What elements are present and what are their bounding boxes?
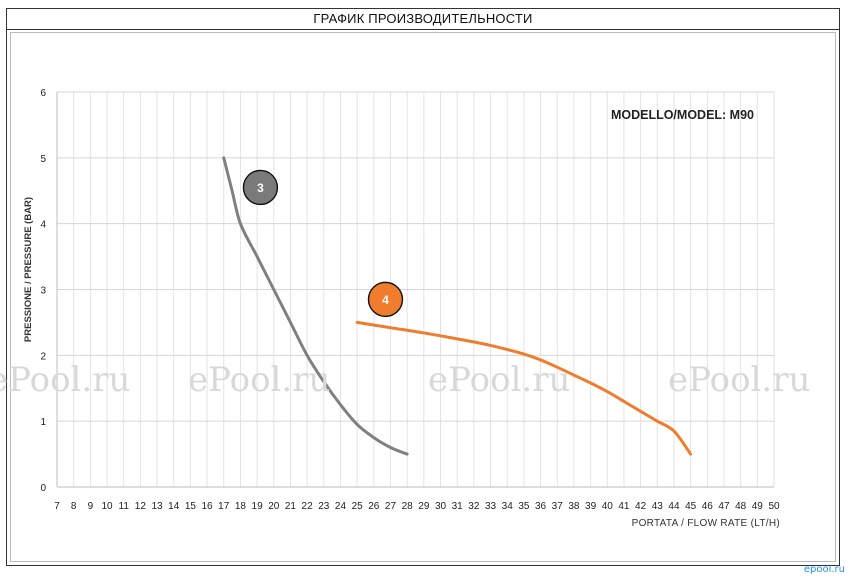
x-tick-label: 48 <box>735 501 747 512</box>
x-tick-label: 34 <box>502 501 514 512</box>
x-tick-label: 40 <box>602 501 614 512</box>
x-tick-label: 44 <box>668 501 680 512</box>
y-tick-label: 6 <box>40 88 46 99</box>
x-tick-label: 13 <box>151 501 163 512</box>
x-tick-label: 21 <box>285 501 297 512</box>
x-tick-label: 41 <box>618 501 630 512</box>
x-tick-label: 39 <box>585 501 597 512</box>
x-tick-label: 26 <box>368 501 380 512</box>
x-tick-label: 17 <box>218 501 230 512</box>
x-tick-label: 46 <box>702 501 714 512</box>
x-tick-label: 23 <box>318 501 330 512</box>
x-tick-label: 37 <box>552 501 564 512</box>
x-tick-label: 16 <box>202 501 214 512</box>
x-tick-label: 25 <box>352 501 364 512</box>
x-axis-label: PORTATA / FLOW RATE (LT/H) <box>632 518 780 529</box>
x-tick-label: 29 <box>418 501 430 512</box>
x-tick-label: 49 <box>752 501 764 512</box>
x-tick-label: 8 <box>71 501 77 512</box>
chart-frame <box>6 8 840 566</box>
x-tick-label: 18 <box>235 501 247 512</box>
x-tick-label: 7 <box>54 501 60 512</box>
x-tick-label: 24 <box>335 501 347 512</box>
x-tick-label: 33 <box>485 501 497 512</box>
x-tick-label: 30 <box>435 501 447 512</box>
x-tick-label: 42 <box>635 501 647 512</box>
model-label: MODELLO/MODEL: M90 <box>611 108 754 122</box>
x-tick-label: 45 <box>685 501 697 512</box>
y-tick-label: 0 <box>40 483 46 494</box>
series-badge-3 <box>242 169 279 206</box>
x-tick-label: 32 <box>468 501 480 512</box>
x-tick-label: 12 <box>135 501 147 512</box>
x-tick-label: 31 <box>452 501 464 512</box>
y-axis-label: PRESSIONE / PRESSURE (BAR) <box>23 197 34 342</box>
x-tick-label: 28 <box>402 501 414 512</box>
y-tick-label: 1 <box>40 417 46 428</box>
chart-inner-frame <box>10 32 836 562</box>
watermark-3: ePool.ru <box>428 360 571 400</box>
watermark-1: ePool.ru <box>0 360 131 400</box>
x-tick-label: 38 <box>568 501 580 512</box>
x-tick-label: 20 <box>268 501 280 512</box>
y-tick-label: 5 <box>40 154 46 165</box>
x-tick-label: 15 <box>185 501 197 512</box>
series-badge-4 <box>367 281 404 318</box>
watermark-2: ePool.ru <box>188 360 331 400</box>
series-line-3 <box>222 156 409 456</box>
series-badge-label-4: 4 <box>382 293 389 307</box>
x-tick-label: 47 <box>718 501 730 512</box>
y-tick-label: 3 <box>40 286 46 297</box>
y-tick-label: 4 <box>40 220 46 231</box>
x-tick-label: 50 <box>768 501 780 512</box>
watermark-4: ePool.ru <box>668 360 811 400</box>
y-tick-label: 2 <box>40 351 46 362</box>
x-tick-label: 35 <box>518 501 530 512</box>
plot-area <box>20 82 802 522</box>
x-tick-label: 10 <box>101 501 113 512</box>
x-tick-label: 43 <box>652 501 664 512</box>
x-tick-label: 27 <box>385 501 397 512</box>
x-tick-label: 19 <box>252 501 264 512</box>
x-tick-label: 22 <box>302 501 314 512</box>
series-badge-label-3: 3 <box>257 181 264 195</box>
page-title: ГРАФИК ПРОИЗВОДИТЕЛЬНОСТИ <box>6 8 840 30</box>
x-tick-label: 14 <box>168 501 180 512</box>
x-tick-label: 9 <box>88 501 94 512</box>
series-line-4 <box>355 320 693 456</box>
x-tick-label: 11 <box>119 501 130 512</box>
corner-watermark: epool.ru <box>803 564 845 575</box>
x-tick-label: 36 <box>535 501 547 512</box>
